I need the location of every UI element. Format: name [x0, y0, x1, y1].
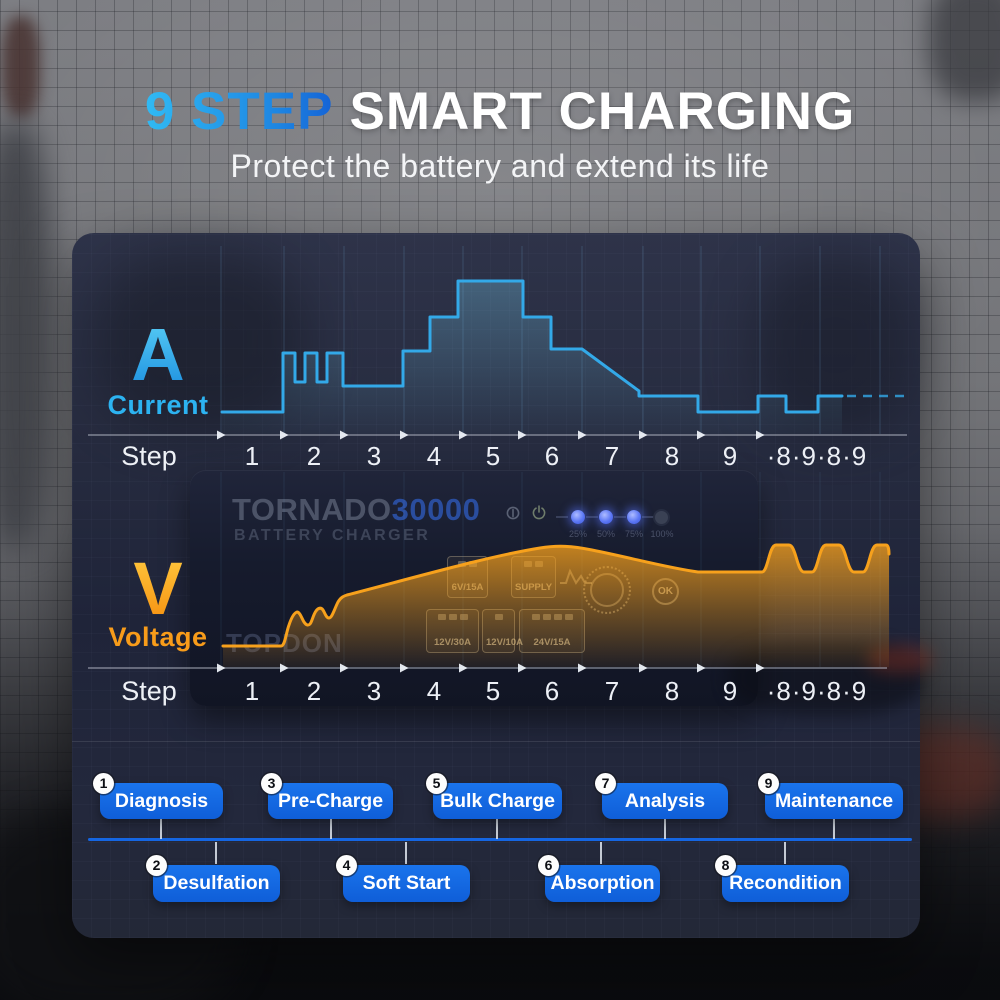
background-blur-blob: [928, 0, 1000, 102]
current-unit-label: A: [103, 318, 213, 392]
step-label-repeat: ·8·9·8·9: [766, 676, 868, 706]
product-model-name: TORNADO30000: [232, 492, 480, 528]
step-label: 3: [366, 676, 382, 706]
voltage-label: Voltage: [108, 622, 208, 652]
ok-button-icon: OK: [652, 578, 679, 605]
step-label: 4: [426, 676, 442, 706]
background-blur-blob: [0, 120, 52, 550]
mode-button-24v15a: 24V/15A: [519, 609, 585, 653]
led-connector-line: [556, 516, 568, 518]
step-number-badge: 6: [538, 855, 559, 876]
led-connector-line: [642, 516, 654, 518]
pill-connector: [784, 842, 786, 864]
pill-connector: [600, 842, 602, 864]
step-number-badge: 2: [146, 855, 167, 876]
led-label: 75%: [624, 529, 643, 539]
step-label: 9: [722, 676, 738, 706]
mode-indicator-dots: [486, 614, 511, 620]
step-pill-analysis: 7 Analysis: [595, 773, 728, 819]
step-number-badge: 8: [715, 855, 736, 876]
step-label: 6: [544, 676, 560, 706]
step-number-badge: 7: [595, 773, 616, 794]
pill-connector: [664, 819, 666, 839]
standby-icon: [506, 506, 520, 520]
cable-blur-blob: [868, 645, 932, 673]
mode-button-12v30a: 12V/30A: [426, 609, 479, 653]
led-75-icon: [627, 510, 641, 524]
led-100-icon: [653, 509, 670, 526]
pill-connector: [160, 819, 162, 839]
led-label: 100%: [650, 529, 674, 539]
mode-knob-inner: [590, 573, 624, 607]
step-number-badge: 1: [93, 773, 114, 794]
step-label: 6: [544, 441, 560, 471]
step-label: 4: [426, 441, 442, 471]
step-pill-softstart: 4 Soft Start: [336, 855, 470, 902]
model-prefix: TORNADO: [232, 492, 392, 527]
mode-indicator-dots: [430, 614, 475, 620]
page-title: 9 STEP SMART CHARGING: [0, 84, 1000, 140]
step-label: 5: [485, 441, 501, 471]
mode-button-supply: SUPPLY: [511, 556, 556, 598]
panel-shadow-blob: [755, 258, 915, 433]
led-label: 25%: [568, 529, 587, 539]
step-pill-diagnosis: 1 Diagnosis: [93, 773, 223, 819]
step-pill-bulkcharge: 5 Bulk Charge: [426, 773, 562, 819]
step-pill-maintenance: 9 Maintenance: [758, 773, 903, 819]
step-label: 9: [722, 441, 738, 471]
pill-connector: [496, 819, 498, 839]
mode-indicator-dots: [515, 561, 552, 567]
step-label-repeat: ·8·9·8·9: [766, 441, 868, 471]
pill-connector: [405, 842, 407, 864]
panel-divider: [72, 741, 920, 742]
background-blur-blob: [2, 16, 40, 118]
step-connector-line: [88, 838, 912, 841]
step-axis-caption: Step: [121, 441, 177, 471]
step-label: 3: [366, 441, 382, 471]
step-pill-precharge: 3 Pre-Charge: [261, 773, 393, 819]
brand-logo: TOPDON: [226, 628, 343, 658]
step-label: 2: [306, 676, 322, 706]
led-25-icon: [571, 510, 585, 524]
step-label: 7: [604, 676, 620, 706]
mode-indicator-dots: [523, 614, 581, 620]
step-label: 1: [244, 676, 260, 706]
step-label: 8: [664, 441, 680, 471]
step-pill-desulfation: 2 Desulfation: [146, 855, 280, 902]
step-number-badge: 4: [336, 855, 357, 876]
current-label: Current: [107, 390, 209, 420]
step-number-badge: 3: [261, 773, 282, 794]
power-icon: [532, 505, 546, 520]
title-highlight: 9 STEP: [144, 82, 334, 141]
voltage-unit-label: V: [103, 552, 213, 626]
mode-indicator-dots: [451, 561, 484, 567]
pill-connector: [215, 842, 217, 864]
product-type-label: BATTERY CHARGER: [234, 527, 431, 544]
led-50-icon: [599, 510, 613, 524]
step-label: 1: [244, 441, 260, 471]
step-number-badge: 5: [426, 773, 447, 794]
step-label: 2: [306, 441, 322, 471]
step-label: 8: [664, 676, 680, 706]
led-connector-line: [586, 516, 598, 518]
step-pill-absorption: 6 Absorption: [538, 855, 660, 902]
mode-button-12v10a: 12V/10A: [482, 609, 523, 653]
mode-button-6v: 6V/15A: [447, 556, 488, 598]
step-axis-caption: Step: [121, 676, 177, 706]
step-label: 7: [604, 441, 620, 471]
led-connector-line: [614, 516, 626, 518]
led-label: 50%: [596, 529, 615, 539]
pill-connector: [330, 819, 332, 839]
pill-connector: [833, 819, 835, 839]
model-number: 30000: [391, 492, 481, 527]
step-pill-recondition: 8 Recondition: [715, 855, 849, 902]
step-label: 5: [485, 676, 501, 706]
step-number-badge: 9: [758, 773, 779, 794]
title-rest: SMART CHARGING: [349, 82, 856, 141]
page-subtitle: Protect the battery and extend its life: [230, 148, 770, 184]
